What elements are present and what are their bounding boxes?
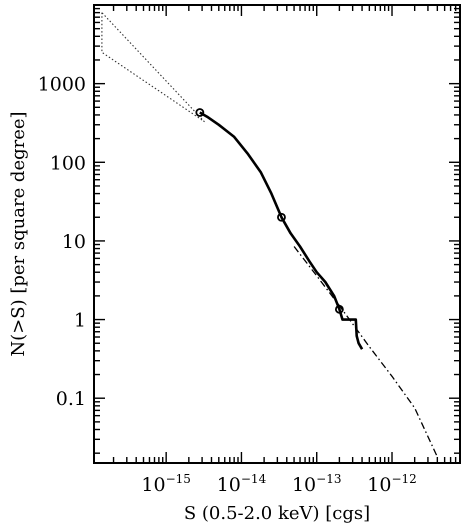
data-marker [195, 108, 205, 117]
y-axis-label: N(>S) [per square degree] [8, 111, 29, 356]
y-tick-label: 100 [50, 152, 86, 174]
series-solid-thick-line [199, 111, 364, 350]
y-tick-label: 0.1 [56, 388, 86, 410]
y-tick-label: 1000 [38, 74, 86, 96]
series-dash-dot-line [293, 246, 438, 458]
y-tick-labels: 1000 100 10 1 0.1 [38, 74, 86, 411]
x-axis-label: S (0.5-2.0 keV) [cgs] [184, 503, 370, 524]
series-dotted-line [101, 12, 205, 123]
x-tick-label: 10−13 [292, 472, 342, 496]
series-group [101, 12, 438, 458]
data-marker [334, 304, 344, 314]
y-tick-label: 1 [74, 310, 86, 332]
x-tick-labels: 10−15 10−14 10−13 10−12 [141, 472, 416, 496]
y-tick-label: 10 [62, 231, 86, 253]
x-tick-label: 10−14 [217, 472, 267, 496]
marker-group [195, 108, 344, 314]
data-marker [277, 212, 286, 222]
axis-ticks [94, 5, 461, 463]
x-tick-label: 10−15 [141, 472, 191, 496]
x-tick-label: 10−12 [367, 472, 417, 496]
